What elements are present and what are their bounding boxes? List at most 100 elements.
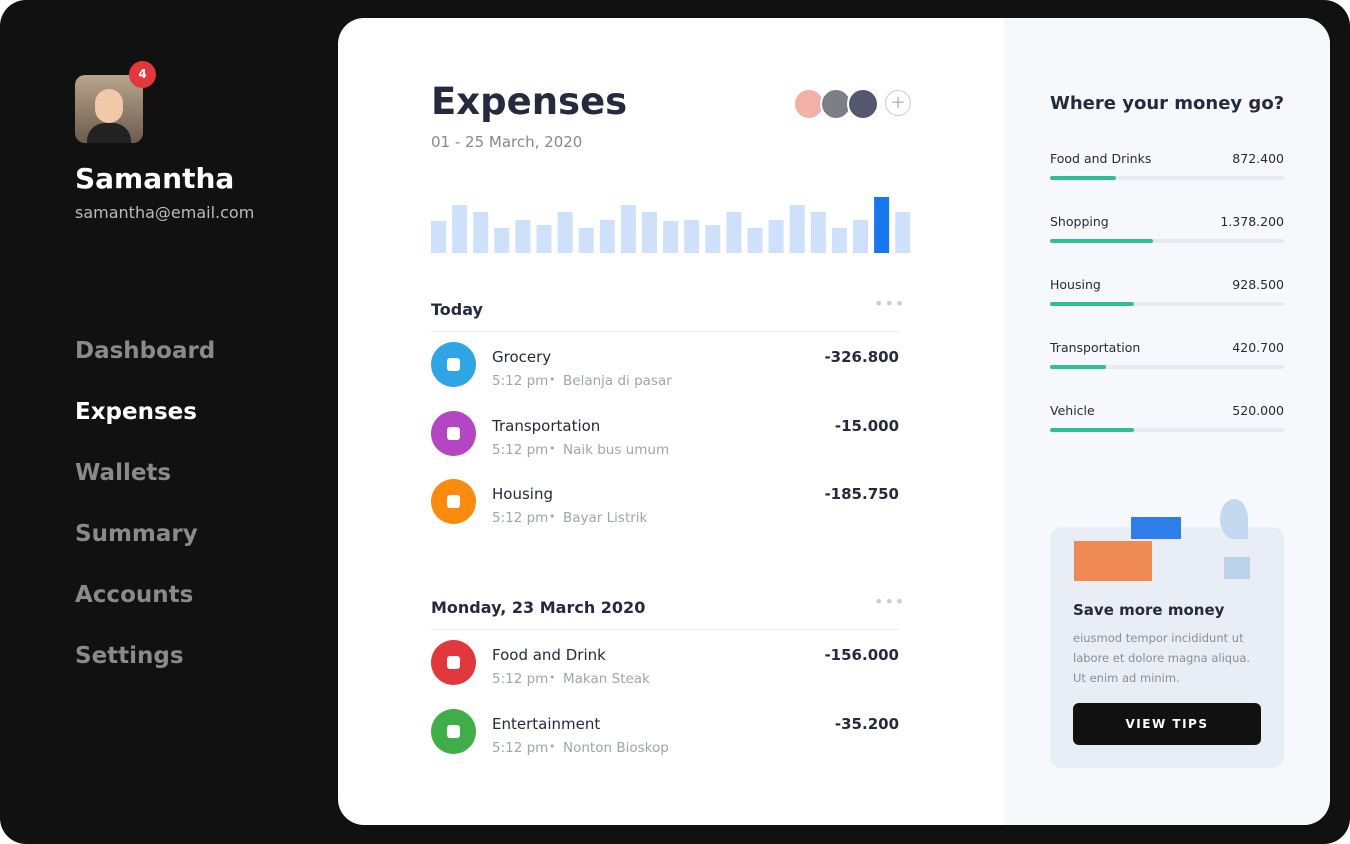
add-member[interactable]: + — [885, 90, 911, 116]
category-amount: 928.500 — [1232, 277, 1284, 292]
item-note: Bayar Listrik — [563, 510, 648, 526]
separator: • — [549, 441, 556, 455]
notification-badge[interactable]: 4 — [129, 61, 156, 88]
bar — [768, 220, 784, 253]
item-note: Naik bus umum — [563, 441, 670, 458]
more-button[interactable]: ••• — [874, 592, 906, 611]
bar — [578, 228, 594, 253]
item-amount: -35.200 — [834, 714, 899, 733]
bar — [747, 228, 763, 253]
more-button[interactable]: ••• — [874, 294, 906, 313]
date-range: 01 - 25 March, 2020 — [431, 133, 583, 151]
chart — [431, 197, 911, 253]
side-panel: Where your money go? Food and Drinks 872.… — [1004, 18, 1330, 825]
item-time: 5:12 pm — [492, 739, 549, 756]
item-name: Grocery — [492, 348, 552, 366]
nav-item[interactable]: Settings — [75, 643, 184, 669]
progress-bar — [1050, 302, 1135, 306]
progress-bar — [1050, 365, 1107, 369]
member-avatar[interactable] — [820, 88, 852, 120]
page-title: Expenses — [431, 80, 628, 123]
group-title: Monday, 23 March 2020 — [431, 598, 646, 617]
category-name: Vehicle — [1050, 403, 1095, 418]
progress-track — [1050, 176, 1284, 180]
category-name: Shopping — [1050, 214, 1109, 229]
category-amount: 1.378.200 — [1220, 214, 1284, 229]
bar — [705, 225, 721, 253]
bar — [620, 205, 636, 253]
bar — [494, 228, 510, 253]
item-name: Transportation — [492, 416, 601, 435]
bar — [789, 205, 805, 253]
user-email: samantha@email.com — [75, 203, 255, 222]
bar — [473, 212, 489, 253]
item-amount: -156.000 — [824, 646, 899, 664]
bar — [853, 220, 868, 253]
bar — [599, 220, 615, 253]
item-amount: -15.000 — [834, 416, 899, 435]
bar — [895, 212, 911, 253]
item-name: Food and Drink — [492, 646, 606, 664]
main-panel: Expenses 01 - 25 March, 2020 + Today ••• G… — [338, 18, 1330, 825]
group-title: Today — [431, 300, 483, 319]
tip-card: Save more money eiusmod tempor incididun… — [1050, 499, 1284, 768]
progress-track — [1050, 365, 1284, 369]
category-icon — [431, 640, 476, 685]
member-avatar[interactable] — [793, 88, 825, 120]
bar — [726, 212, 742, 253]
progress-bar — [1050, 176, 1116, 180]
progress-track — [1050, 428, 1284, 432]
bar — [515, 220, 531, 253]
separator: • — [549, 671, 556, 684]
nav-item[interactable]: Dashboard — [75, 338, 216, 364]
icon-glyph — [447, 656, 460, 669]
nav-item[interactable]: Summary — [75, 521, 198, 547]
bar — [536, 225, 552, 253]
member-avatar[interactable] — [847, 88, 879, 120]
side-title: Where your money go? — [1050, 93, 1285, 114]
item-time: 5:12 pm — [492, 441, 549, 458]
icon-glyph — [447, 358, 460, 371]
progress-bar — [1050, 428, 1135, 432]
nav-item[interactable]: Expenses — [75, 399, 197, 425]
nav-item[interactable]: Accounts — [75, 582, 194, 608]
bar — [831, 228, 847, 253]
separator: • — [549, 373, 556, 386]
progress-track — [1050, 302, 1284, 306]
item-amount: -326.800 — [824, 348, 899, 366]
icon-glyph — [447, 495, 460, 508]
bar — [663, 221, 679, 253]
view-tips-button[interactable]: VIEW TIPS — [1073, 703, 1261, 745]
category-name: Housing — [1050, 277, 1101, 292]
tip-text: eiusmod tempor incididunt ut labore et d… — [1073, 631, 1251, 685]
category-amount: 872.400 — [1232, 151, 1284, 166]
bar — [557, 212, 573, 253]
nav-item[interactable]: Wallets — [75, 460, 172, 486]
category-amount: 520.000 — [1232, 403, 1284, 418]
separator: • — [549, 739, 556, 753]
category-icon — [431, 410, 476, 456]
item-name: Entertainment — [492, 714, 601, 733]
item-note: Belanja di pasar — [563, 373, 672, 389]
category-name: Transportation — [1050, 340, 1141, 355]
icon-glyph — [447, 426, 460, 440]
item-time: 5:12 pm — [492, 671, 549, 687]
bar — [452, 205, 468, 253]
bar — [684, 220, 700, 253]
item-note: Makan Steak — [563, 671, 650, 687]
user-name: Samantha — [75, 162, 235, 195]
item-time: 5:12 pm — [492, 510, 549, 526]
bar — [642, 212, 657, 253]
category-name: Food and Drinks — [1050, 151, 1152, 166]
category-amount: 420.700 — [1232, 340, 1284, 355]
divider — [431, 331, 900, 332]
avatar[interactable] — [75, 75, 143, 143]
bar — [810, 212, 826, 253]
category-icon — [431, 342, 476, 387]
divider — [431, 629, 900, 630]
progress-bar — [1050, 239, 1153, 243]
category-icon — [431, 479, 476, 524]
bar — [431, 221, 446, 253]
item-name: Housing — [492, 485, 553, 503]
